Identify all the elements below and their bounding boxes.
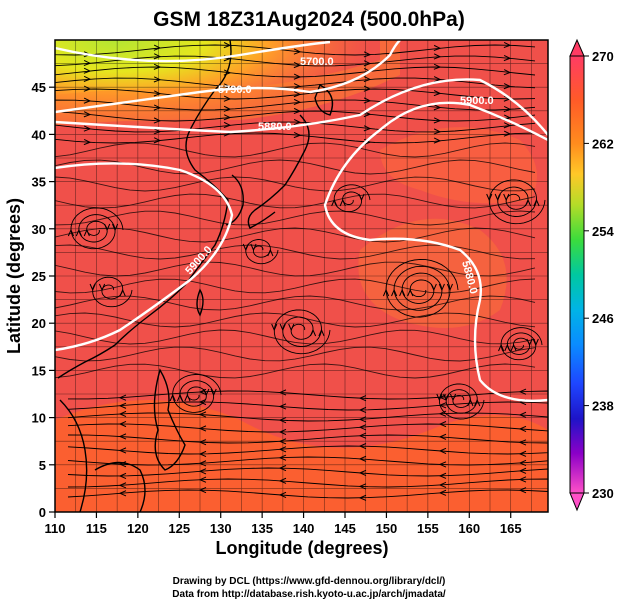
- contour-label-2: 5790.0: [218, 84, 252, 96]
- y-tick-label: 40: [32, 127, 46, 142]
- colorbar-top-arrow: [569, 38, 585, 57]
- y-tick-label: 0: [39, 505, 46, 520]
- y-tick-label: 25: [32, 269, 46, 284]
- colorbar-tick-label: 262: [592, 136, 614, 151]
- coast-hokkaido: [314, 83, 334, 116]
- coast-indochina: [59, 399, 88, 512]
- x-tick-label: 145: [334, 521, 356, 536]
- x-tick-label: 110: [45, 521, 66, 536]
- x-tick-label: 160: [458, 521, 480, 536]
- colorbar-tick-label: 254: [592, 224, 614, 239]
- x-axis-label: Longitude (degrees): [215, 538, 388, 558]
- height-contours: [55, 40, 548, 402]
- contour-5790: [55, 40, 401, 114]
- coastlines: [57, 40, 334, 512]
- colorbar-tick-label: 238: [592, 399, 614, 414]
- x-tick-label: 155: [417, 521, 439, 536]
- coast-korea: [225, 174, 244, 226]
- warm-band-south: [55, 400, 548, 512]
- colorbar-tick-label: 230: [592, 486, 614, 501]
- colorbar-tick-label: 270: [592, 49, 614, 64]
- colorbar-scale: [569, 55, 585, 494]
- credit-drawing: Drawing by DCL (https://www.gfd-dennou.o…: [173, 576, 446, 587]
- contour-label-3: 5880.0: [258, 121, 292, 133]
- streamlines: [55, 41, 548, 501]
- x-tick-label: 140: [293, 521, 315, 536]
- y-tick-label: 5: [39, 458, 46, 473]
- colorbar-bottom-arrow: [569, 492, 585, 512]
- y-tick-label: 10: [32, 411, 46, 426]
- coast-japan: [247, 114, 310, 229]
- contour-5900-west: [55, 162, 234, 352]
- contour-5900-east: [323, 101, 548, 402]
- y-axis-label: Latitude (degrees): [4, 198, 24, 354]
- north-orange-band: [55, 40, 400, 125]
- warm-patch-north: [380, 127, 538, 204]
- x-tick-label: 150: [376, 521, 398, 536]
- colorbar-tick-label: 246: [592, 311, 614, 326]
- x-tick-label: 135: [251, 521, 273, 536]
- contour-label-4: 5900.0: [460, 95, 494, 107]
- x-tick-label: 130: [210, 521, 232, 536]
- contour-5880: [55, 78, 548, 136]
- x-tick-label: 115: [86, 521, 107, 536]
- x-axis: 110 115 120 125 130 135 140 145 150 155 160 165: [45, 512, 522, 536]
- y-tick-label: 15: [32, 363, 46, 378]
- plot-area: 5700.0 5790.0 5880.0 5900.0 5900.0 5880.…: [55, 40, 548, 512]
- contour-5700: [55, 40, 331, 63]
- y-tick-label: 20: [32, 316, 46, 331]
- y-axis: 0 5 10 15 20 25 30 35 40 45: [32, 80, 55, 520]
- y-tick-label: 35: [32, 175, 46, 190]
- credit-data: Data from http://database.rish.kyoto-u.a…: [172, 589, 446, 600]
- x-tick-label: 120: [127, 521, 149, 536]
- coast-asia-mainland: [57, 40, 232, 379]
- contour-label-1: 5700.0: [300, 56, 334, 68]
- colorbar: 270 262 254 246 238 230: [569, 38, 614, 512]
- y-tick-label: 30: [32, 222, 46, 237]
- x-tick-label: 165: [500, 521, 522, 536]
- y-tick-label: 45: [32, 80, 46, 95]
- map-title: GSM 18Z31Aug2024 (500.0hPa): [153, 8, 465, 31]
- coast-taiwan: [196, 288, 204, 317]
- coast-borneo: [94, 461, 146, 512]
- coast-philippines: [153, 368, 186, 471]
- x-tick-label: 125: [168, 521, 190, 536]
